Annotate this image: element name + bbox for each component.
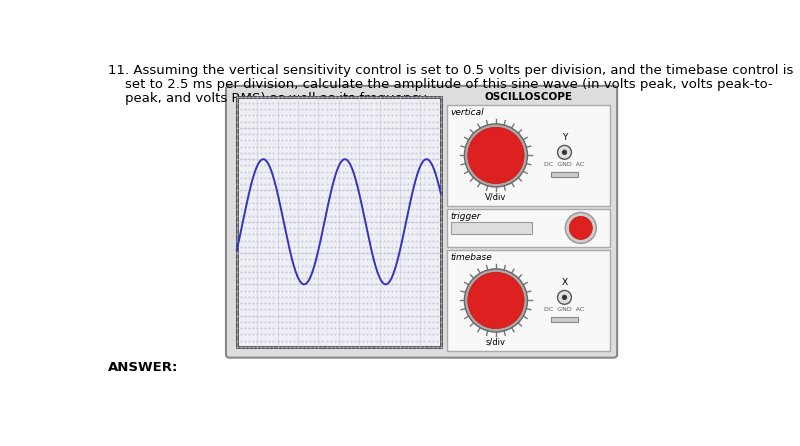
Circle shape [558,290,571,304]
Circle shape [566,212,596,244]
Text: vertical: vertical [451,108,485,117]
Circle shape [562,150,567,155]
Text: 11. Assuming the vertical sensitivity control is set to 0.5 volts per division, : 11. Assuming the vertical sensitivity co… [108,64,794,77]
Circle shape [558,145,571,159]
Text: timebase: timebase [451,253,493,262]
Text: ANSWER:: ANSWER: [108,361,178,374]
Circle shape [468,127,524,184]
Text: X: X [562,277,567,287]
Bar [447,250,610,351]
Text: V/div: V/div [486,192,506,201]
Circle shape [562,295,567,300]
Text: DC  GND  AC: DC GND AC [544,307,585,312]
Circle shape [464,269,527,332]
Text: s/div: s/div [486,337,506,346]
Text: trigger: trigger [451,212,482,221]
Circle shape [468,273,524,329]
FancyBboxPatch shape [226,86,617,358]
Text: OSCILLOSCOPE: OSCILLOSCOPE [485,92,573,102]
Bar [550,172,578,177]
Bar [447,209,610,247]
Bar [447,105,610,206]
Bar [550,318,578,322]
Text: peak, and volts RMS) as well as its frequency.: peak, and volts RMS) as well as its freq… [108,92,429,105]
Circle shape [570,216,592,240]
Bar [237,97,441,347]
Bar [451,222,533,234]
Text: DC  GND  AC: DC GND AC [544,162,585,167]
Text: Y: Y [562,132,567,141]
Text: set to 2.5 ms per division, calculate the amplitude of this sine wave (in volts : set to 2.5 ms per division, calculate th… [108,78,773,91]
Circle shape [464,124,527,187]
